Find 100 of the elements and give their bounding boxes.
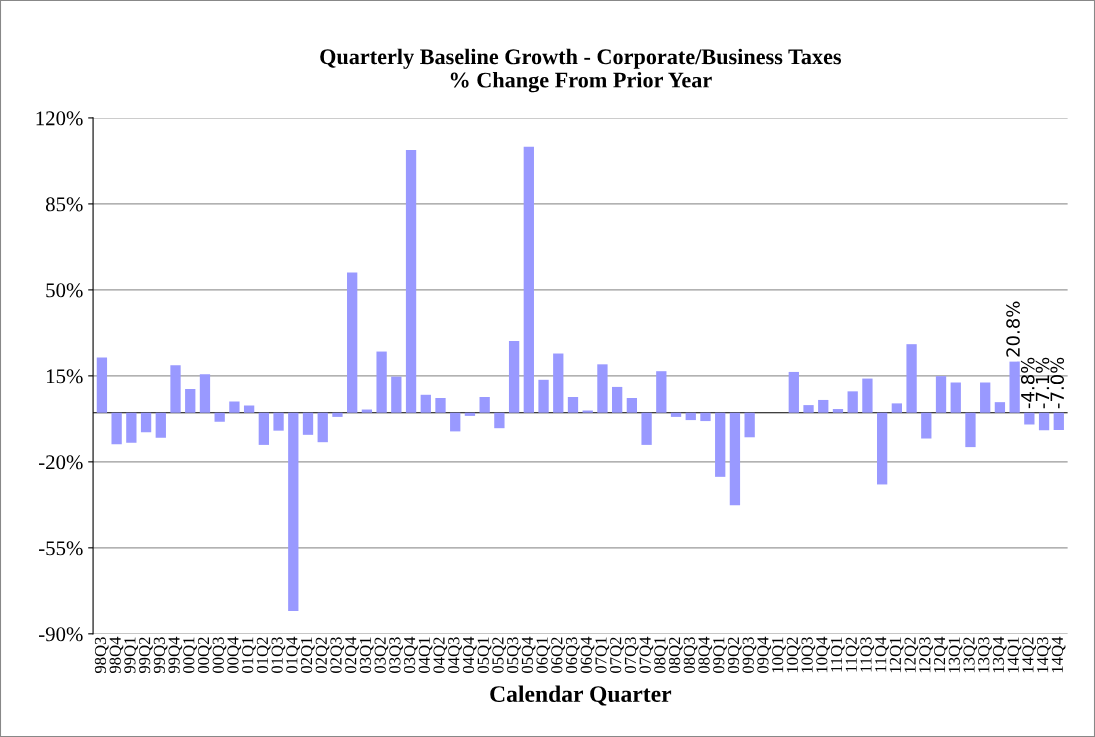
- bar: [317, 412, 328, 443]
- x-tick-label: 11Q3: [860, 637, 875, 672]
- x-tick-label: 13Q4: [992, 636, 1007, 673]
- x-tick-label: 02Q2: [315, 637, 330, 673]
- bar: [479, 397, 490, 413]
- x-tick-label: 11Q2: [845, 637, 860, 672]
- x-tick-label: 03Q2: [374, 637, 389, 673]
- x-tick-label: 04Q2: [433, 637, 448, 673]
- bar: [862, 378, 873, 413]
- bar: [214, 412, 225, 422]
- bar: [700, 412, 711, 422]
- bar: [641, 412, 652, 445]
- bar: [656, 371, 667, 413]
- x-tick-label: 00Q4: [227, 636, 242, 673]
- x-tick-label: 09Q3: [742, 637, 757, 673]
- x-tick-label: 99Q3: [153, 637, 168, 674]
- bar: [965, 412, 976, 448]
- bar: [508, 340, 520, 413]
- data-label: -4.8%: [1020, 357, 1035, 409]
- bar: [361, 409, 373, 413]
- x-tick-label: 07Q2: [610, 637, 624, 673]
- bar: [435, 397, 446, 413]
- x-tick-label: 06Q3: [565, 637, 580, 673]
- bar: [258, 412, 269, 445]
- bar: [788, 371, 799, 413]
- bar: [980, 382, 991, 413]
- bar: [847, 391, 858, 413]
- bar: [935, 376, 947, 413]
- x-tick-label: 11Q1: [830, 637, 845, 672]
- bar: [803, 405, 814, 413]
- x-tick-label: 04Q1: [418, 637, 433, 673]
- bar: [464, 412, 476, 416]
- bar: [391, 376, 402, 413]
- bar: [96, 357, 108, 413]
- bar: [1053, 412, 1064, 430]
- data-label: -7.0%: [1050, 357, 1065, 409]
- bar: [744, 412, 755, 438]
- x-tick-label: 01Q3: [271, 637, 286, 673]
- y-tick-label: -90%: [39, 627, 83, 642]
- bar: [494, 412, 505, 429]
- x-tick-label: 09Q1: [713, 637, 727, 673]
- bar: [906, 344, 917, 413]
- bar: [685, 412, 696, 421]
- bar: [891, 403, 903, 413]
- x-tick-label: 08Q3: [683, 637, 698, 673]
- bar: [523, 146, 534, 413]
- bar: [450, 412, 461, 432]
- x-tick-label: 08Q4: [698, 636, 713, 673]
- x-tick-label: 10Q4: [816, 636, 830, 673]
- x-tick-label: 05Q3: [507, 637, 521, 673]
- x-tick-label: 02Q4: [345, 636, 359, 673]
- x-tick-label: 99Q2: [139, 637, 153, 674]
- x-tick-label: 06Q2: [551, 637, 565, 673]
- x-tick-label: 06Q1: [536, 637, 551, 673]
- x-tick-label: 09Q2: [727, 637, 742, 673]
- bar: [199, 374, 211, 413]
- bar: [729, 412, 741, 506]
- x-tick-label: 13Q3: [978, 637, 992, 673]
- bar: [376, 351, 387, 413]
- x-tick-label: 13Q1: [948, 637, 963, 673]
- x-tick-label: 14Q3: [1037, 637, 1051, 673]
- x-tick-label: 00Q2: [197, 637, 212, 673]
- x-tick-label: 99Q1: [124, 637, 139, 674]
- y-tick-label: 50%: [46, 283, 83, 298]
- x-tick-label: 01Q2: [256, 637, 271, 673]
- bar: [347, 272, 358, 413]
- bar: [994, 402, 1006, 413]
- bar: [288, 412, 299, 611]
- bar: [538, 379, 549, 413]
- x-tick-label: 98Q4: [109, 636, 124, 674]
- x-tick-label: 00Q3: [212, 637, 227, 673]
- bar: [420, 394, 431, 413]
- bar: [126, 412, 137, 443]
- x-tick-label: 10Q1: [772, 637, 786, 673]
- bar: [405, 150, 417, 413]
- bar: [818, 399, 829, 413]
- chart-title: Quarterly Baseline Growth - Corporate/Business Taxes % Change From Prior Year: [320, 48, 842, 93]
- x-tick-label: 03Q1: [359, 637, 374, 673]
- x-tick-label: 03Q4: [403, 636, 418, 673]
- x-tick-label: 07Q1: [595, 637, 610, 673]
- bar: [185, 388, 196, 413]
- x-tick-label: 10Q3: [801, 637, 816, 673]
- x-tick-label: 12Q2: [904, 637, 919, 673]
- bar: [1038, 412, 1050, 431]
- x-tick-label: 02Q1: [300, 637, 315, 673]
- y-tick-label: 120%: [36, 111, 83, 126]
- bar: [1024, 412, 1035, 425]
- x-tick-label: 01Q4: [286, 636, 300, 673]
- y-tick-label: 15%: [47, 369, 83, 384]
- bar: [1009, 361, 1020, 413]
- bar: [140, 412, 152, 433]
- bar: [612, 386, 623, 413]
- x-tick-label: 09Q4: [757, 636, 772, 673]
- x-tick-label: 01Q1: [242, 637, 256, 673]
- y-tick-label: 85%: [45, 197, 83, 212]
- bar: [832, 409, 844, 413]
- x-tick-label: 10Q2: [786, 637, 801, 673]
- x-tick-label: 14Q1: [1007, 637, 1022, 673]
- x-tick-label: 06Q4: [580, 636, 595, 673]
- x-tick-label: 04Q4: [462, 636, 477, 673]
